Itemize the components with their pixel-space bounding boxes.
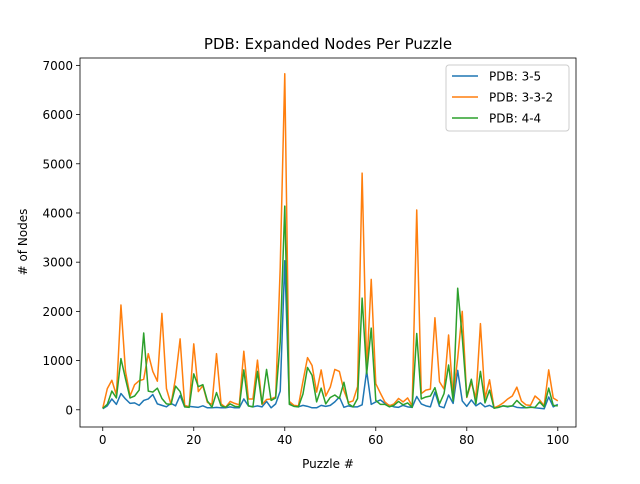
x-tick-label: 20 — [186, 433, 201, 447]
y-tick-label: 1000 — [42, 354, 73, 368]
y-axis-ticks: 0 1000 2000 3000 4000 5000 6000 7000 — [42, 59, 80, 417]
y-axis-label: # of Nodes — [16, 209, 30, 276]
x-axis-ticks: 0 20 40 60 80 100 — [99, 427, 569, 447]
y-tick-label: 5000 — [42, 157, 73, 171]
y-tick-label: 7000 — [42, 59, 73, 73]
x-axis-label: Puzzle # — [302, 457, 354, 471]
series-line-2 — [102, 72, 559, 409]
legend-box — [445, 64, 570, 132]
y-tick-label: 0 — [65, 403, 73, 417]
y-tick-label: 4000 — [42, 206, 73, 220]
x-tick-label: 40 — [277, 433, 292, 447]
series-line-3 — [102, 205, 558, 410]
x-tick-label: 0 — [99, 433, 107, 447]
axes-frame — [79, 57, 577, 428]
legend: PDB: 3-5 PDB: 3-3-2 PDB: 4-4 — [445, 64, 570, 132]
legend-label: PDB: 4-4 — [489, 112, 541, 126]
series-line-1 — [102, 259, 559, 410]
chart-title: PDB: Expanded Nodes Per Puzzle — [204, 35, 452, 53]
y-tick-label: 2000 — [42, 305, 73, 319]
legend-label: PDB: 3-3-2 — [489, 91, 553, 105]
y-tick-label: 3000 — [42, 256, 73, 270]
x-tick-label: 100 — [546, 433, 569, 447]
legend-label: PDB: 3-5 — [489, 70, 541, 84]
x-tick-label: 60 — [368, 433, 383, 447]
y-tick-label: 6000 — [42, 108, 73, 122]
axes-spines — [79, 57, 577, 428]
series-lines — [102, 72, 559, 410]
x-tick-label: 80 — [459, 433, 474, 447]
